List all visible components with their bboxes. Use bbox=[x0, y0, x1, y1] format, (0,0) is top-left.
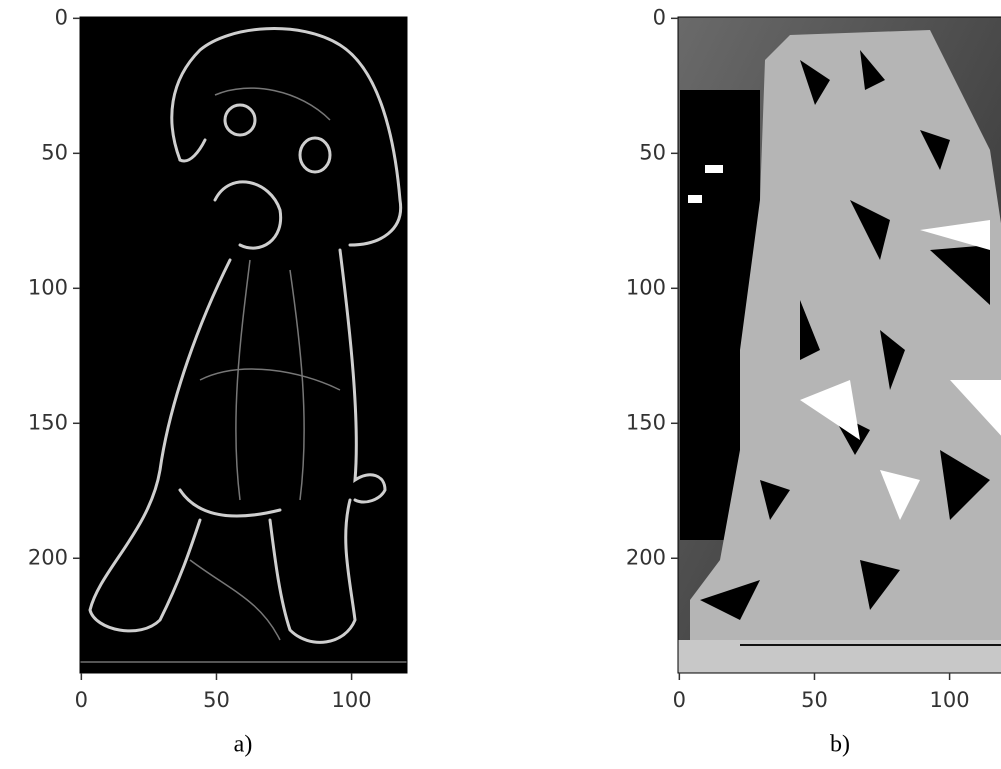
y-tick-label: 50 bbox=[639, 140, 666, 164]
x-tick-label: 50 bbox=[203, 688, 230, 712]
caption: a) bbox=[234, 732, 253, 758]
y-tick-label: 200 bbox=[28, 545, 68, 569]
y-tick-label: 100 bbox=[28, 275, 68, 299]
x-tick-label: 100 bbox=[930, 688, 970, 712]
image-b bbox=[678, 17, 1001, 673]
x-tick-label: 100 bbox=[332, 688, 372, 712]
y-tick-label: 0 bbox=[653, 5, 666, 29]
y-tick-label: 0 bbox=[55, 5, 68, 29]
y-tick-label: 200 bbox=[626, 545, 666, 569]
figure: 0 50 100 150 200 0 50 100 a) 0 50 100 150 200 0 50 100 b) bbox=[0, 0, 1001, 769]
caption: b) bbox=[830, 732, 850, 758]
y-tick-label: 100 bbox=[626, 275, 666, 299]
x-tick-label: 50 bbox=[801, 688, 828, 712]
y-tick-label: 150 bbox=[626, 410, 666, 434]
y-tick-label: 150 bbox=[28, 410, 68, 434]
image-a bbox=[80, 17, 407, 673]
x-tick-label: 0 bbox=[75, 688, 88, 712]
x-tick-label: 0 bbox=[673, 688, 686, 712]
y-tick-label: 50 bbox=[41, 140, 68, 164]
